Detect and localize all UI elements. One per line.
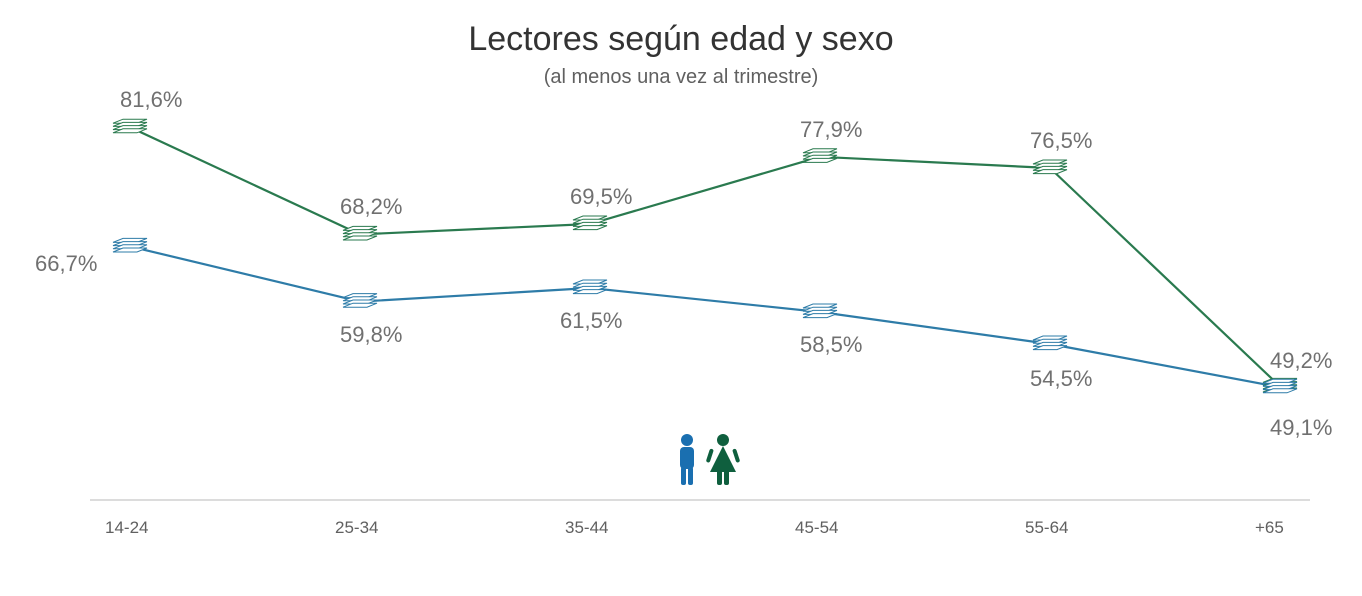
x-axis-label: +65 — [1255, 518, 1284, 538]
data-label-male: 66,7% — [35, 251, 97, 277]
data-label-female: 77,9% — [800, 117, 862, 143]
data-label-female: 81,6% — [120, 87, 182, 113]
data-label-male: 49,1% — [1270, 415, 1332, 441]
x-axis-label: 55-64 — [1025, 518, 1068, 538]
x-axis-label: 14-24 — [105, 518, 148, 538]
data-label-female: 69,5% — [570, 184, 632, 210]
data-label-male: 59,8% — [340, 322, 402, 348]
x-axis-label: 25-34 — [335, 518, 378, 538]
female-icon — [706, 434, 740, 485]
data-label-female: 49,2% — [1270, 348, 1332, 374]
male-icon — [680, 434, 694, 485]
data-label-male: 54,5% — [1030, 366, 1092, 392]
data-label-male: 61,5% — [560, 308, 622, 334]
data-label-female: 76,5% — [1030, 128, 1092, 154]
data-label-male: 58,5% — [800, 332, 862, 358]
chart-container: Lectores según edad y sexo (al menos una… — [0, 0, 1362, 596]
x-axis-label: 45-54 — [795, 518, 838, 538]
x-axis-label: 35-44 — [565, 518, 608, 538]
chart-plot — [0, 0, 1362, 596]
data-label-female: 68,2% — [340, 194, 402, 220]
